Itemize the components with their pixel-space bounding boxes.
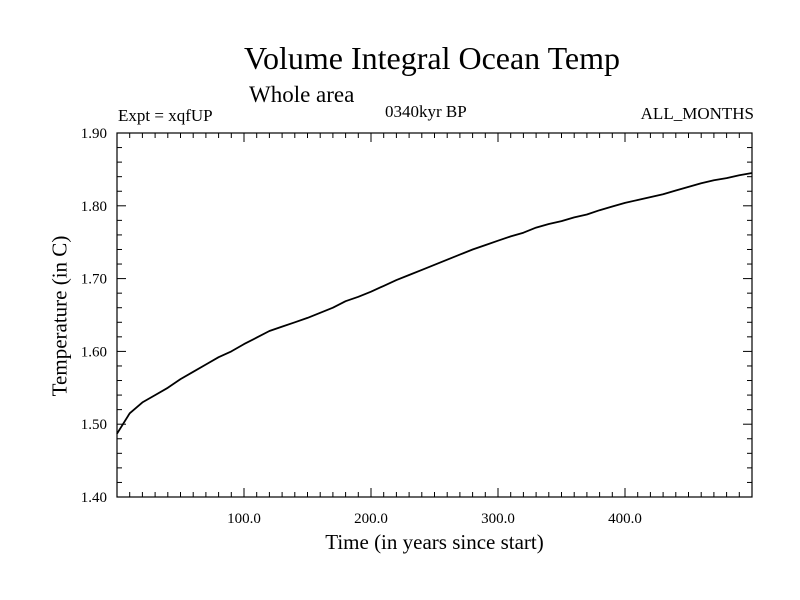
y-tick-label: 1.50 <box>81 417 107 433</box>
y-tick-label: 1.90 <box>81 126 107 142</box>
x-tick-label: 100.0 <box>227 511 261 527</box>
chart-subtitle: Whole area <box>249 82 355 107</box>
y-tick-label: 1.70 <box>81 272 107 288</box>
period-label: 0340kyr BP <box>385 102 467 121</box>
y-axis-label: Temperature (in C) <box>47 235 72 397</box>
x-tick-label: 200.0 <box>354 511 388 527</box>
plot-frame <box>116 132 753 498</box>
y-tick-label: 1.40 <box>81 490 107 506</box>
tick-label-group: 100.0 200.0 300.0 400.0 1.40 1.50 1.60 1.70 1.80… <box>81 126 642 527</box>
experiment-label: Expt = xqfUP <box>118 106 213 125</box>
chart-title: Volume Integral Ocean Temp <box>243 40 620 76</box>
months-label: ALL_MONTHS <box>640 104 754 123</box>
x-tick-label: 300.0 <box>481 511 515 527</box>
series-line <box>116 172 753 435</box>
y-tick-label: 1.80 <box>81 199 107 215</box>
x-axis-label: Time (in years since start) <box>325 530 544 554</box>
y-tick-label: 1.60 <box>81 344 107 360</box>
tick-group <box>117 133 752 497</box>
x-tick-label: 400.0 <box>608 511 642 527</box>
